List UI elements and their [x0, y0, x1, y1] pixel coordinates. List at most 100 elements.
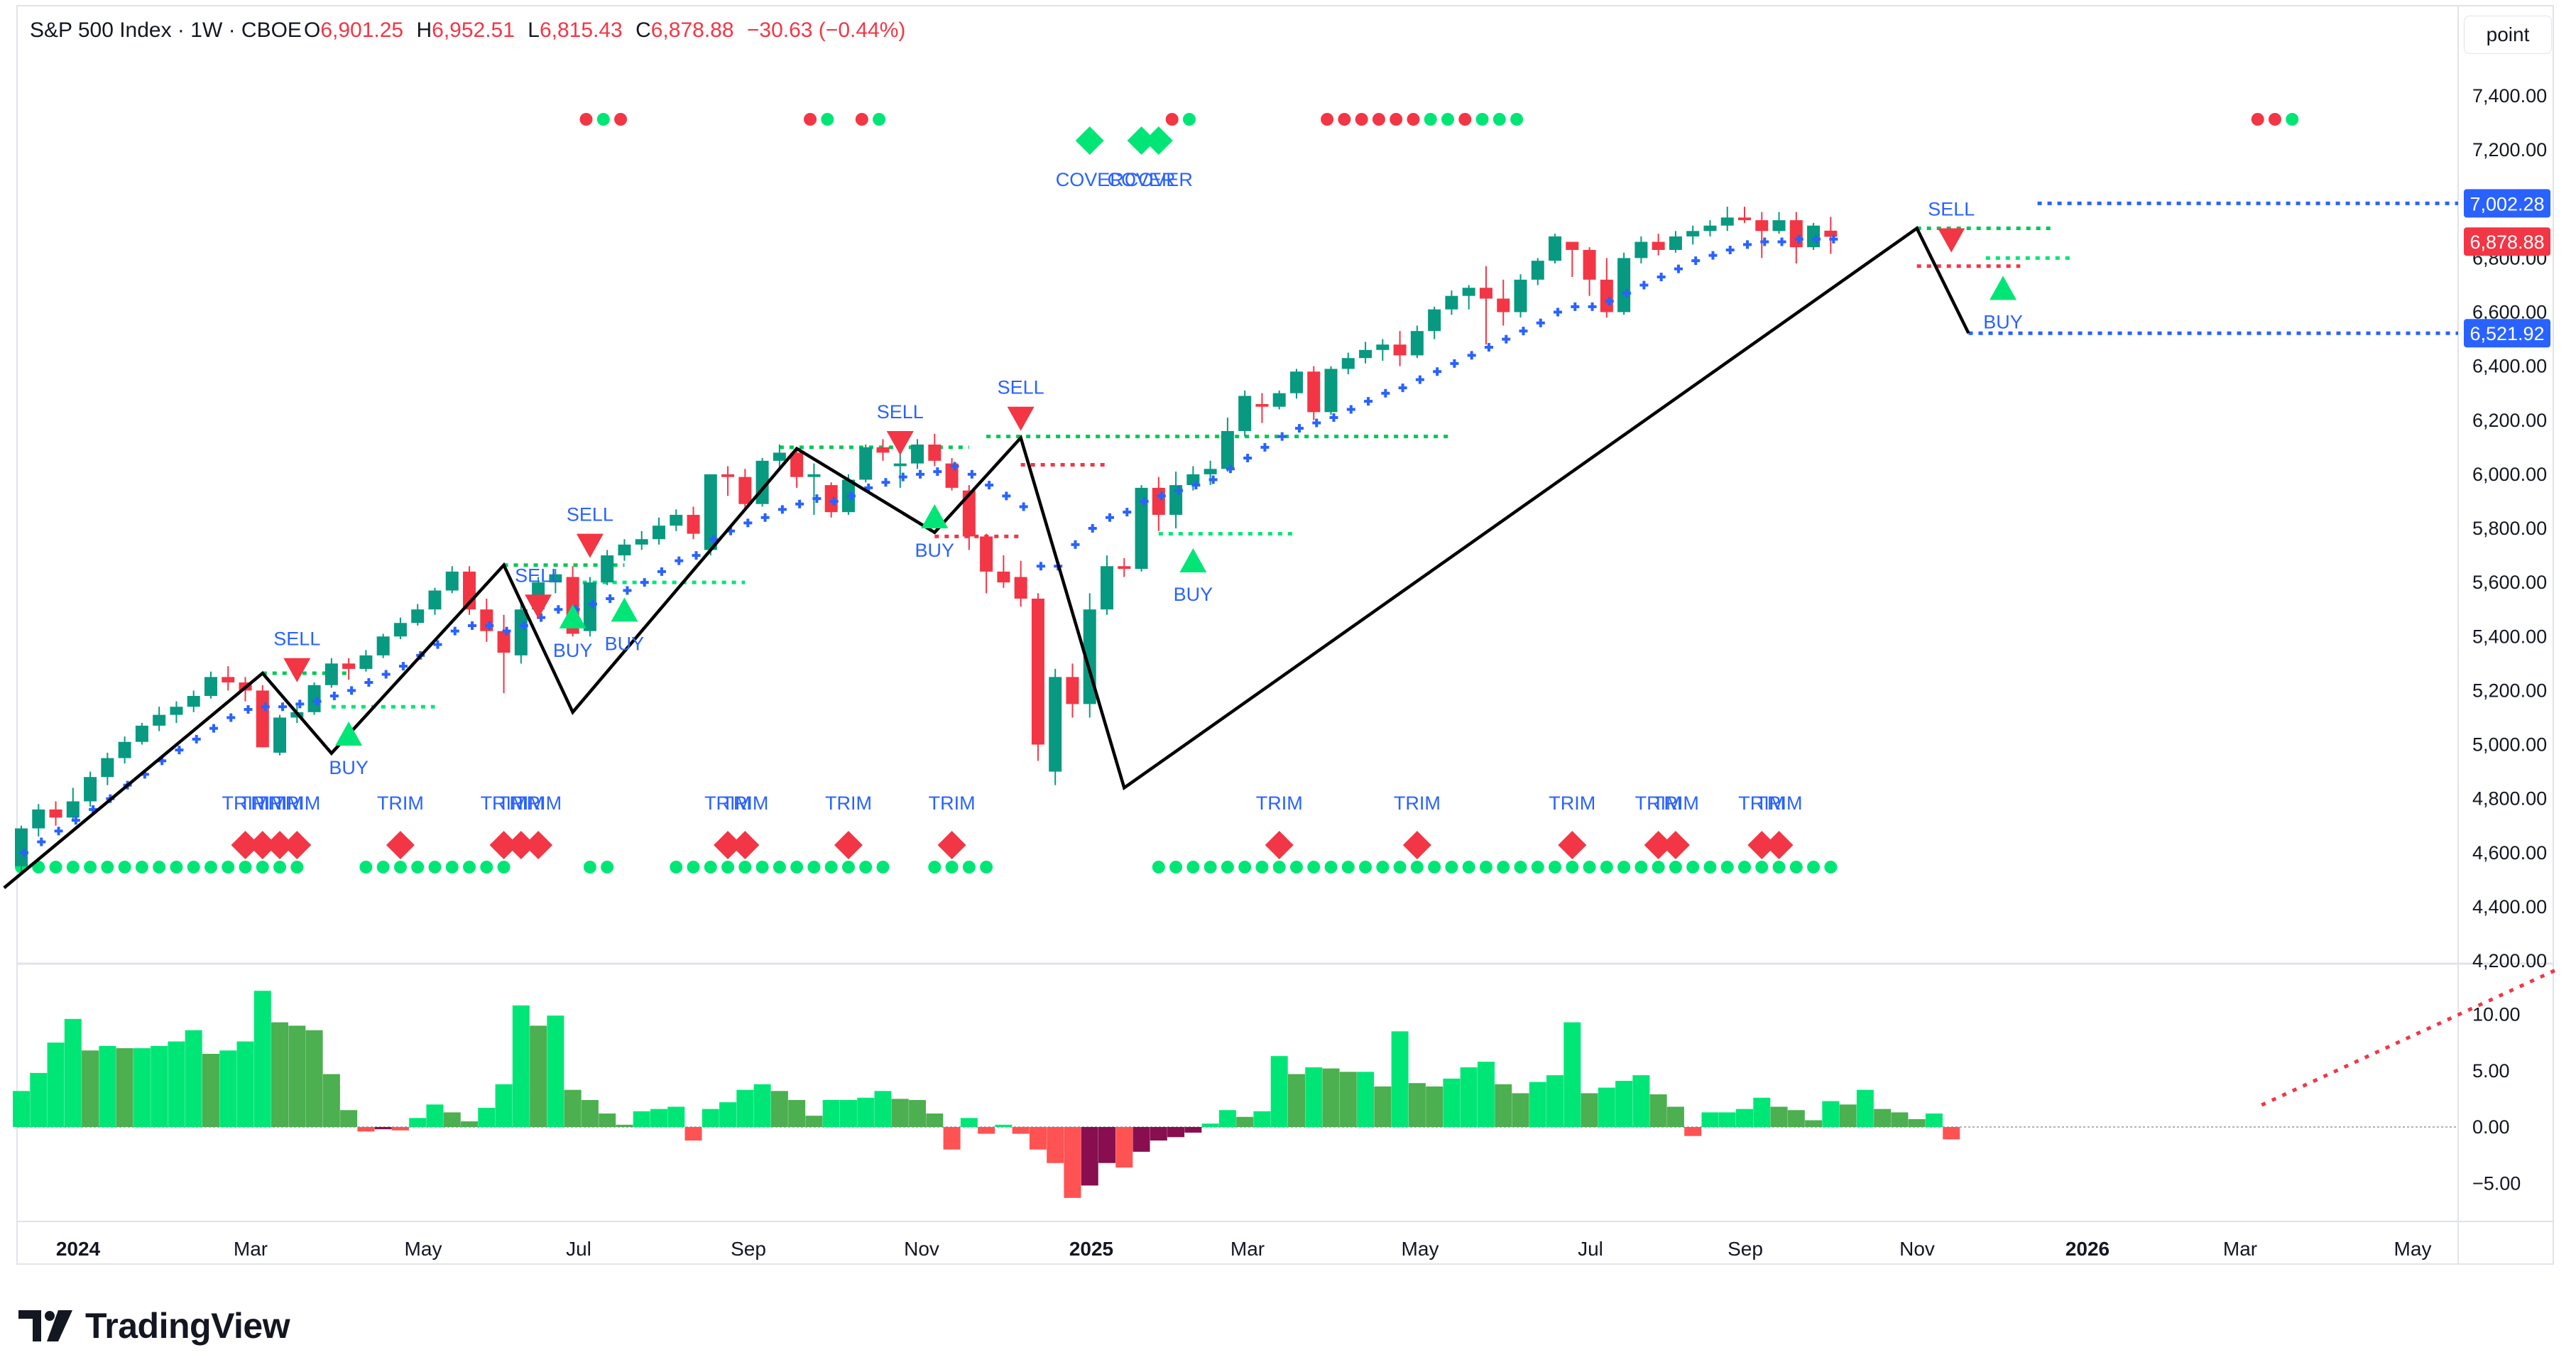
histogram-bar — [1874, 1109, 1892, 1127]
candle-body — [1272, 393, 1286, 407]
histogram-bar — [1287, 1074, 1305, 1127]
trailing-stop-mark — [709, 535, 718, 544]
trailing-stop-mark — [985, 481, 994, 490]
bottom-signal-dot — [1445, 861, 1458, 873]
bottom-signal-dot — [135, 861, 148, 873]
trailing-stop-mark — [433, 640, 442, 649]
histogram-bar — [1081, 1127, 1098, 1186]
zigzag-series — [3, 226, 1970, 889]
trailing-stop-mark — [623, 586, 632, 595]
bottom-signal-dot — [670, 861, 683, 873]
trim-diamond-icon — [731, 831, 760, 859]
time-tick-label: May — [1402, 1238, 1439, 1260]
bottom-signal-dot — [1772, 861, 1786, 873]
brand-logo[interactable]: TradingView — [18, 1301, 290, 1351]
top-signal-dot — [1458, 113, 1472, 126]
candle-body — [1600, 279, 1613, 312]
buy-triangle-icon — [1990, 276, 2017, 300]
trailing-stop-mark — [846, 491, 856, 501]
trailing-stop-mark — [398, 662, 408, 671]
bottom-signal-dot — [1497, 861, 1510, 873]
histogram-bar — [409, 1118, 427, 1127]
bottom-signal-dot — [411, 861, 425, 873]
histogram-bar — [99, 1045, 116, 1127]
trailing-stop-mark — [1639, 281, 1649, 290]
bottom-signal-dot — [187, 861, 200, 873]
candle-body — [273, 717, 287, 753]
bottom-signal-dot — [1393, 861, 1407, 873]
candle-body — [1238, 396, 1252, 431]
trim-diamond-icon — [1747, 831, 1777, 859]
bottom-signal-dot — [170, 861, 183, 873]
candle-body — [49, 809, 62, 818]
top-signal-dot — [1338, 113, 1351, 126]
top-signal-dot — [821, 113, 834, 126]
trim-signal-label: TRIM — [1394, 793, 1441, 814]
candle-body — [1772, 220, 1786, 232]
trailing-stop-mark — [950, 462, 959, 471]
price-unit-button[interactable]: point — [2464, 16, 2552, 54]
histogram-bar — [960, 1118, 978, 1127]
candle-body — [790, 452, 804, 477]
cover-diamond-icon — [1075, 126, 1104, 155]
last-price-badge-bg — [2464, 227, 2550, 256]
histogram-bar — [667, 1106, 685, 1127]
time-axis[interactable]: 2024 Mar May Jul Sep Nov 2025 Mar May Jul Sep Nov 20… — [56, 1238, 2432, 1260]
bottom-signal-dot — [1824, 861, 1838, 873]
bottom-signal-dot — [222, 861, 235, 873]
bottom-signal-dot — [239, 861, 252, 873]
histogram-bar — [1581, 1093, 1598, 1127]
oscillator-tick-label: 10.00 — [2472, 1004, 2521, 1025]
time-tick-label: Mar — [1230, 1238, 1265, 1260]
histogram-bar — [822, 1099, 840, 1127]
bottom-signal-dot — [101, 861, 114, 873]
price-axis[interactable]: 7,400.007,200.007,000.006,800.006,600.00… — [2472, 85, 2547, 971]
trim-signal-label: TRIM — [825, 793, 872, 814]
bottom-signal-dot — [49, 861, 62, 873]
top-signal-dot — [614, 113, 628, 126]
histogram-bar — [82, 1050, 99, 1127]
cover-diamond-icon — [1127, 126, 1156, 155]
candle-body — [1341, 358, 1355, 369]
histogram-bar — [943, 1127, 961, 1150]
trim-signal-label: TRIM — [481, 793, 528, 814]
bottom-signal-dot — [480, 861, 493, 873]
bottom-signal-dot — [1341, 861, 1355, 873]
bottom-signal-dot — [359, 861, 373, 873]
histogram-bar — [1064, 1127, 1081, 1198]
oscillator-axis[interactable]: 10.00 5.00 0.00 −5.00 — [2472, 1004, 2521, 1194]
trailing-stop-mark — [898, 472, 907, 481]
trailing-stop-mark — [37, 837, 46, 846]
trailing-stop-mark — [777, 505, 787, 514]
top-signal-dot — [1407, 113, 1420, 126]
trailing-stop-mark — [227, 713, 236, 722]
top-signal-dot — [579, 113, 593, 126]
candle-body — [1807, 225, 1821, 248]
histogram-bar — [1701, 1112, 1719, 1127]
bottom-signal-dot — [256, 861, 269, 873]
bottom-signal-dot — [445, 861, 459, 873]
histogram-bar — [736, 1089, 754, 1127]
oscillator-tick-label: 0.00 — [2472, 1116, 2510, 1138]
trailing-stop-mark — [1588, 302, 1597, 311]
trim-signal-label: TRIM — [704, 793, 751, 814]
trailing-stop-mark — [1312, 418, 1321, 428]
candle-body — [1617, 258, 1631, 312]
histogram-bar — [1908, 1118, 1926, 1127]
histogram-bar — [702, 1109, 719, 1127]
top-signal-dot — [1321, 113, 1334, 126]
divergence-trendline — [2256, 969, 2555, 1109]
candle-body — [1755, 220, 1769, 232]
bottom-signal-dot — [1255, 861, 1269, 873]
trim-signal-label: TRIM — [721, 793, 768, 814]
time-tick-label: Sep — [731, 1238, 766, 1260]
candle-body — [997, 571, 1010, 583]
candle-body — [1376, 344, 1390, 350]
trailing-stop-mark — [329, 691, 339, 700]
histogram-bar — [391, 1127, 409, 1131]
trailing-stop-mark — [1725, 245, 1735, 254]
candle-body — [859, 447, 873, 480]
candle-body — [1669, 236, 1682, 250]
price-tick-label: 4,600.00 — [2472, 842, 2547, 864]
